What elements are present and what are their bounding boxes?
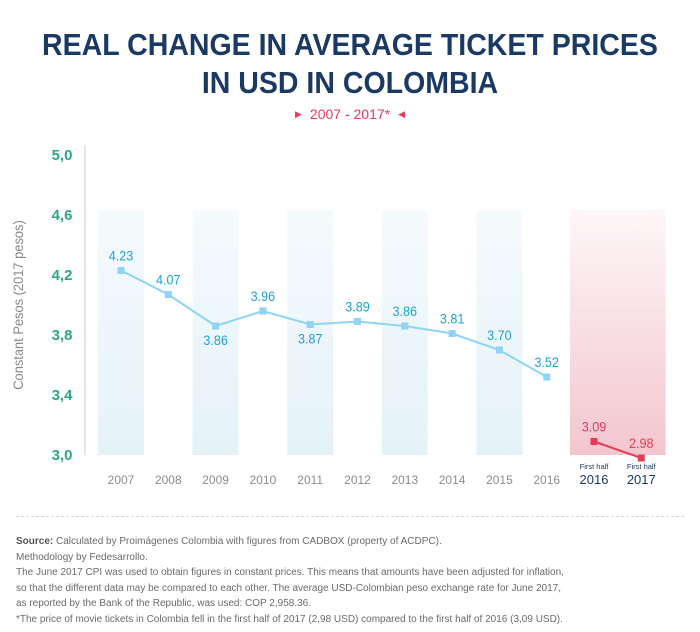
- data-label: 3.89: [345, 299, 369, 315]
- x-tick-label: 2010: [250, 473, 277, 487]
- x-tick-label: 2009: [202, 473, 229, 487]
- data-label: 3.70: [487, 327, 511, 343]
- data-point: [164, 291, 172, 298]
- x-tick-label: 2017: [627, 472, 656, 487]
- x-tick-label: 2012: [344, 473, 371, 487]
- footnotes: Source: Calculated by Proimágenes Colomb…: [16, 534, 686, 627]
- data-point: [590, 438, 598, 445]
- note-line: *The price of movie tickets in Colombia …: [16, 613, 563, 625]
- subtitle-text: 2007 - 2017*: [309, 106, 391, 122]
- series-line: [120, 269, 548, 378]
- data-label: 3.86: [203, 332, 227, 348]
- data-point: [401, 322, 409, 330]
- data-point: [259, 307, 267, 315]
- background-band: [381, 210, 428, 455]
- data-label: 3.96: [251, 288, 275, 304]
- y-tick-label: 3,8: [52, 327, 73, 344]
- x-tick-label: 2007: [108, 473, 135, 487]
- note-line: Methodology by Fedesarrollo.: [16, 551, 148, 563]
- data-point: [306, 321, 314, 328]
- data-label: 3.81: [440, 311, 464, 327]
- data-point: [543, 373, 551, 381]
- y-tick-label: 4,2: [52, 267, 73, 284]
- x-tick-sublabel: First half: [627, 462, 657, 471]
- background-band: [476, 210, 523, 455]
- data-label: 3.09: [582, 419, 606, 435]
- background-band: [98, 210, 144, 455]
- x-tick-label: 2016: [533, 473, 560, 487]
- data-point: [354, 318, 361, 325]
- series-line: [593, 440, 642, 459]
- note-line: as reported by the Bank of the Republic,…: [16, 598, 311, 609]
- chart-subtitle: ▶ 2007 - 2017* ◀: [0, 106, 700, 122]
- note-line: The June 2017 CPI was used to obtain fig…: [16, 567, 564, 578]
- x-tick-label: 2014: [439, 473, 466, 487]
- x-tick-label: 2016: [580, 472, 609, 487]
- x-tick-label: 2013: [391, 473, 418, 487]
- highlight-band: [570, 210, 666, 455]
- data-point: [448, 330, 456, 337]
- data-label: 3.87: [298, 331, 322, 347]
- source-label: Source:: [16, 536, 54, 547]
- y-tick-label: 3,0: [52, 447, 73, 464]
- right-triangle-icon: ▶: [294, 109, 302, 119]
- data-label: 3.86: [393, 303, 417, 319]
- data-point: [212, 322, 220, 330]
- y-axis-label: Constant Pesos (2017 pesos): [11, 220, 27, 390]
- data-label: 2.98: [629, 435, 653, 451]
- data-label: 4.23: [109, 248, 133, 264]
- chart-title: REAL CHANGE IN AVERAGE TICKET PRICES IN …: [28, 26, 672, 102]
- line-chart: 5,0 4,6 4,2 3,8 3,4 3,0 Constant Pesos (2017 p…: [11, 145, 666, 487]
- y-tick-label: 3,4: [52, 387, 74, 404]
- x-tick-label: 2008: [155, 473, 182, 487]
- x-tick-sublabel: First half: [580, 462, 610, 471]
- note-line: so that the different data may be compar…: [16, 582, 561, 594]
- data-point: [495, 346, 503, 354]
- x-tick-label: 2015: [486, 473, 513, 487]
- data-label: 3.52: [534, 354, 558, 370]
- y-tick-label: 4,6: [52, 207, 73, 224]
- source-note: Source: Calculated by Proimágenes Colomb…: [16, 534, 686, 550]
- data-point: [117, 267, 125, 274]
- background-band: [287, 210, 334, 455]
- chart-title-line-1: REAL CHANGE IN AVERAGE TICKET PRICES: [42, 27, 658, 62]
- data-label: 4.07: [156, 272, 180, 288]
- divider: [16, 516, 684, 517]
- chart-title-line-2: IN USD IN COLOMBIA: [201, 65, 499, 100]
- y-tick-label: 5,0: [52, 147, 73, 164]
- left-triangle-icon: ◀: [398, 109, 406, 119]
- background-band: [192, 210, 239, 455]
- x-tick-label: 2011: [297, 473, 323, 487]
- data-point: [637, 454, 645, 462]
- source-text: Calculated by Proimágenes Colombia with …: [53, 536, 442, 547]
